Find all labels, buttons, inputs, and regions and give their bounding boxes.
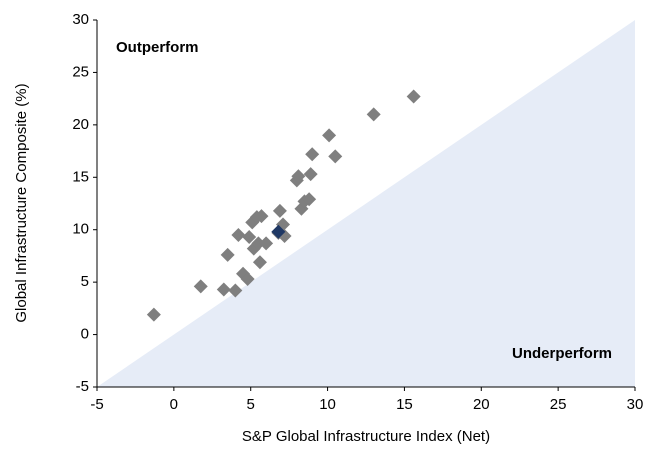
x-axis-label: S&P Global Infrastructure Index (Net) [242,428,490,445]
x-tick-label: 20 [473,396,490,413]
point [322,128,337,143]
y-tick-label: 20 [72,116,89,133]
y-tick-label: 10 [72,221,89,238]
point [406,89,421,104]
y-tick-label: 5 [81,273,89,290]
x-tick-label: 15 [396,396,413,413]
point [252,255,267,270]
y-tick-label: 15 [72,168,89,185]
annotation: Outperform [116,39,199,56]
x-tick-label: 25 [550,396,567,413]
point [291,169,306,184]
annotation: Underperform [512,345,612,362]
point [254,209,269,224]
point [328,149,343,164]
point [228,283,243,298]
point [251,236,266,251]
point [272,203,287,218]
y-tick-label: 25 [72,63,89,80]
point [303,167,318,182]
point [302,192,317,207]
point [231,227,246,242]
x-tick-label: 0 [170,396,178,413]
y-tick-label: 0 [81,326,89,343]
y-axis-label: Global Infrastructure Composite (%) [13,83,30,322]
point [240,271,255,286]
x-tick-label: 5 [247,396,255,413]
x-tick-label: -5 [90,396,103,413]
point [242,230,257,245]
y-tick-label: -5 [76,378,89,395]
point [220,247,235,262]
point [259,236,274,251]
point [366,107,381,122]
x-tick-label: 30 [627,396,644,413]
underperform-region [97,20,635,387]
y-tick-label: 30 [72,11,89,28]
point [271,224,286,239]
point [305,147,320,162]
x-tick-label: 10 [319,396,336,413]
point [146,307,161,322]
point [216,282,231,297]
point [193,279,208,294]
